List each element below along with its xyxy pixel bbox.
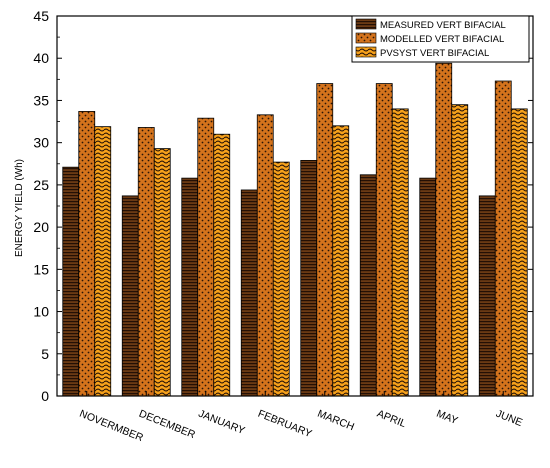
bar-3-may <box>451 104 469 397</box>
x-tick-label: MAY <box>435 408 460 427</box>
bar-3-january <box>213 133 231 397</box>
legend-swatch-1 <box>355 18 377 30</box>
bars-layer <box>62 62 528 397</box>
bar-1-february <box>240 189 258 397</box>
legend-label-1: MEASURED VERT BIFACIAL <box>380 20 506 31</box>
x-tick-label: FEBRUARY <box>256 408 313 440</box>
bar-1-may <box>419 177 437 397</box>
legend-box <box>351 15 530 63</box>
x-tick-label: APRIL <box>375 408 408 431</box>
bar-1-june <box>478 195 496 397</box>
y-tick-label: 20 <box>33 219 49 235</box>
x-tick-label: JUNE <box>494 408 524 429</box>
bar-3-february <box>272 161 290 397</box>
bar-1-novermber <box>62 166 80 397</box>
legend-label-3: PVSYST VERT BIFACIAL <box>380 48 489 59</box>
y-tick-label: 5 <box>41 346 49 362</box>
bar-3-december <box>153 148 171 397</box>
bar-1-april <box>359 174 377 397</box>
bar-1-december <box>121 195 139 397</box>
bar-2-december <box>137 127 155 397</box>
legend-swatch-3 <box>355 46 377 58</box>
bar-2-february <box>256 114 274 397</box>
x-tick-label: JANUARY <box>197 408 247 437</box>
bar-1-january <box>181 177 199 397</box>
y-tick-label: 15 <box>33 261 49 277</box>
y-tick-label: 25 <box>33 177 49 193</box>
y-tick-label: 45 <box>33 8 49 24</box>
bar-2-novermber <box>78 111 96 397</box>
bar-3-novermber <box>94 126 112 397</box>
bar-3-april <box>391 108 409 397</box>
x-tick-label: NOVERMBER <box>78 408 146 445</box>
legend-swatch-2 <box>355 32 377 44</box>
y-tick-label: 10 <box>33 304 49 320</box>
x-tick-label: MARCH <box>316 408 356 434</box>
bar-3-june <box>510 108 528 397</box>
bar-2-march <box>316 83 334 397</box>
y-tick-label: 30 <box>33 135 49 151</box>
legend: MEASURED VERT BIFACIAL MODELLED VERT BIFA… <box>351 15 530 63</box>
bar-2-april <box>375 83 393 397</box>
legend-label-2: MODELLED VERT BIFACIAL <box>380 34 504 45</box>
bar-2-june <box>494 80 512 397</box>
y-tick-label: 35 <box>33 92 49 108</box>
x-tick-label: DECEMBER <box>137 408 197 442</box>
bar-2-january <box>197 117 215 397</box>
y-axis-label: ENERGY YIELD (Wh) <box>14 159 25 257</box>
y-tick-label: 0 <box>41 388 49 404</box>
bar-3-march <box>332 125 350 397</box>
bar-1-march <box>300 159 318 397</box>
y-tick-label: 40 <box>33 50 49 66</box>
bar-2-may <box>435 62 453 397</box>
